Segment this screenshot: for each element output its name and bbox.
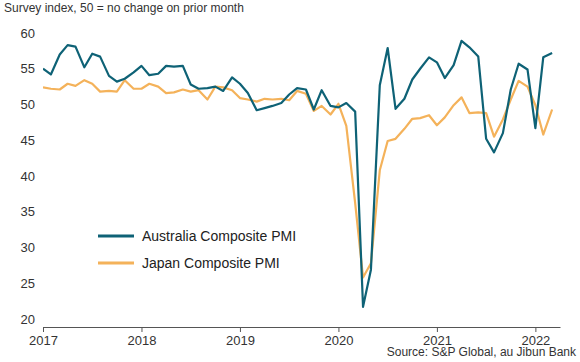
y-tick-label: 60 (21, 26, 35, 41)
x-tick: 2018 (128, 327, 157, 348)
x-axis-line (44, 327, 561, 328)
y-axis-line (43, 34, 44, 320)
x-tick-label: 2018 (128, 333, 157, 348)
y-tick-label: 40 (21, 169, 35, 184)
x-tick-mark (535, 327, 536, 332)
legend-label: Japan Composite PMI (142, 255, 280, 271)
y-tick-label: 55 (21, 61, 35, 76)
x-tick: 2019 (226, 327, 255, 348)
y-tick: 50 (21, 97, 43, 112)
x-tick-mark (240, 327, 241, 332)
y-tick-label: 20 (21, 312, 35, 327)
x-tick-label: 2019 (226, 333, 255, 348)
x-tick: 2017 (29, 327, 58, 348)
y-axis: 20 25 30 35 40 45 50 55 60 (21, 26, 44, 327)
y-tick-label: 30 (21, 240, 35, 255)
series-line (43, 80, 552, 277)
chart: Survey index, 50 = no change on prior mo… (0, 0, 580, 362)
y-label: Survey index, 50 = no change on prior mo… (4, 1, 244, 15)
y-tick: 35 (21, 204, 43, 219)
y-tick: 20 (21, 312, 43, 327)
y-tick-label: 35 (21, 204, 35, 219)
legend-swatch (98, 262, 134, 265)
x-tick-mark (338, 327, 339, 332)
x-tick: 2020 (324, 327, 353, 348)
x-tick-label: 2020 (324, 333, 353, 348)
legend: Australia Composite PMI Japan Composite P… (98, 228, 296, 271)
series-line (43, 41, 552, 307)
y-tick: 30 (21, 240, 43, 255)
source: Source: S&P Global, au Jibun Bank (387, 345, 577, 359)
y-tick: 25 (21, 276, 43, 291)
x-tick-label: 2017 (29, 333, 58, 348)
y-tick: 60 (21, 26, 43, 41)
y-tick: 45 (21, 133, 43, 148)
x-tick-mark (437, 327, 438, 332)
legend-swatch (98, 235, 134, 238)
x-tick-mark (43, 327, 44, 332)
x-tick-mark (141, 327, 142, 332)
plot-area (43, 41, 552, 307)
y-tick: 40 (21, 169, 43, 184)
legend-label: Australia Composite PMI (142, 228, 296, 244)
y-tick-label: 45 (21, 133, 35, 148)
y-tick-label: 25 (21, 276, 35, 291)
y-tick: 55 (21, 61, 43, 76)
y-tick-label: 50 (21, 97, 35, 112)
